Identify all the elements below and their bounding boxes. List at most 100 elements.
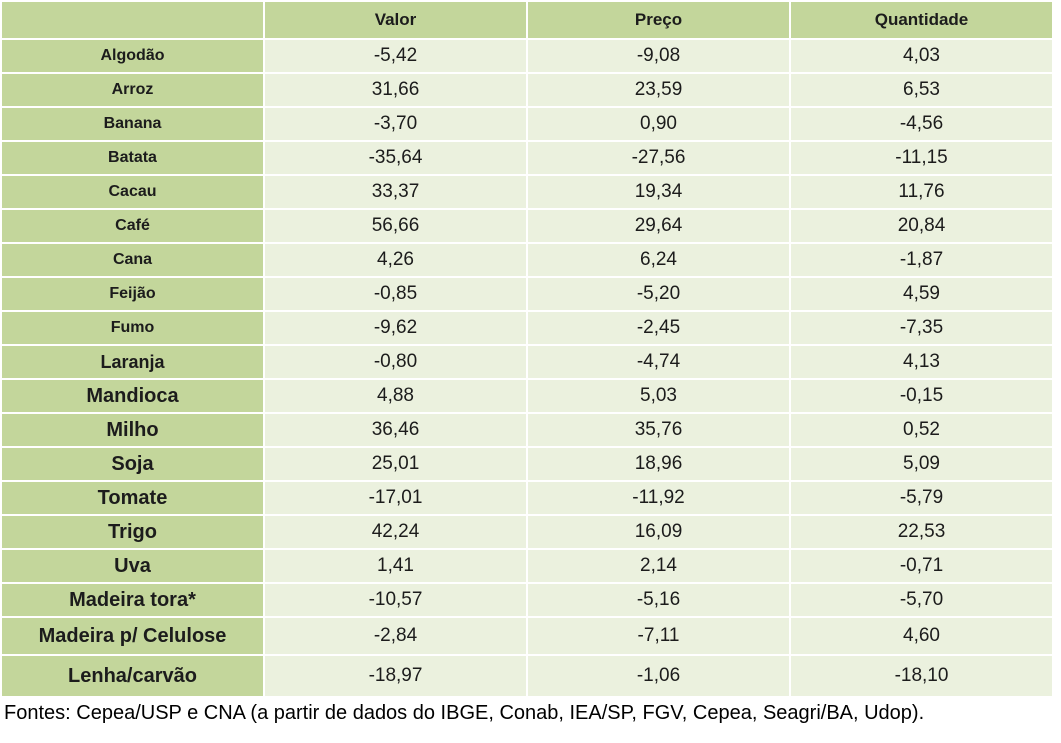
row-label: Batata	[2, 142, 263, 174]
cell-preco: 23,59	[528, 74, 789, 106]
cell-valor: -5,42	[265, 40, 526, 72]
cell-preco: -27,56	[528, 142, 789, 174]
table-row: Banana -3,70 0,90 -4,56	[2, 108, 1052, 140]
table-header: Valor Preço Quantidade	[2, 2, 1052, 38]
table-row: Café 56,66 29,64 20,84	[2, 210, 1052, 242]
cell-preco: 29,64	[528, 210, 789, 242]
cell-preco: -7,11	[528, 618, 789, 654]
cell-preco: 19,34	[528, 176, 789, 208]
table-row: Mandioca 4,88 5,03 -0,15	[2, 380, 1052, 412]
row-label: Trigo	[2, 516, 263, 548]
cell-quantidade: -5,70	[791, 584, 1052, 616]
row-label: Algodão	[2, 40, 263, 72]
cell-quantidade: -1,87	[791, 244, 1052, 276]
cell-quantidade: 5,09	[791, 448, 1052, 480]
row-label: Café	[2, 210, 263, 242]
row-label: Arroz	[2, 74, 263, 106]
header-row: Valor Preço Quantidade	[2, 2, 1052, 38]
cell-valor: 4,88	[265, 380, 526, 412]
table-row: Fumo -9,62 -2,45 -7,35	[2, 312, 1052, 344]
cell-preco: 2,14	[528, 550, 789, 582]
table-row: Feijão -0,85 -5,20 4,59	[2, 278, 1052, 310]
cell-quantidade: -5,79	[791, 482, 1052, 514]
cell-preco: 18,96	[528, 448, 789, 480]
sources-caption: Fontes: Cepea/USP e CNA (a partir de dad…	[4, 702, 925, 724]
cell-valor: -2,84	[265, 618, 526, 654]
cell-preco: -11,92	[528, 482, 789, 514]
cell-preco: -2,45	[528, 312, 789, 344]
cell-valor: 36,46	[265, 414, 526, 446]
row-label: Soja	[2, 448, 263, 480]
row-label: Tomate	[2, 482, 263, 514]
cell-quantidade: 0,52	[791, 414, 1052, 446]
cell-preco: -4,74	[528, 346, 789, 378]
cell-valor: 42,24	[265, 516, 526, 548]
table-row: Cana 4,26 6,24 -1,87	[2, 244, 1052, 276]
cell-preco: 35,76	[528, 414, 789, 446]
table-row: Tomate -17,01 -11,92 -5,79	[2, 482, 1052, 514]
table-body: Algodão -5,42 -9,08 4,03 Arroz 31,66 23,59 6,53…	[2, 40, 1052, 696]
cell-preco: -1,06	[528, 656, 789, 696]
cell-valor: 31,66	[265, 74, 526, 106]
cell-preco: -5,16	[528, 584, 789, 616]
row-label: Banana	[2, 108, 263, 140]
cell-valor: 4,26	[265, 244, 526, 276]
cell-valor: -3,70	[265, 108, 526, 140]
cell-preco: -9,08	[528, 40, 789, 72]
cell-preco: 0,90	[528, 108, 789, 140]
row-label: Madeira tora*	[2, 584, 263, 616]
table-row: Arroz 31,66 23,59 6,53	[2, 74, 1052, 106]
cell-quantidade: 4,60	[791, 618, 1052, 654]
table-row: Soja 25,01 18,96 5,09	[2, 448, 1052, 480]
table-row: Trigo 42,24 16,09 22,53	[2, 516, 1052, 548]
table-row: Milho 36,46 35,76 0,52	[2, 414, 1052, 446]
cell-quantidade: 4,59	[791, 278, 1052, 310]
row-label: Milho	[2, 414, 263, 446]
cell-valor: -35,64	[265, 142, 526, 174]
cell-valor: -10,57	[265, 584, 526, 616]
cell-preco: -5,20	[528, 278, 789, 310]
table-row: Batata -35,64 -27,56 -11,15	[2, 142, 1052, 174]
cell-quantidade: 4,03	[791, 40, 1052, 72]
table-row: Madeira p/ Celulose -2,84 -7,11 4,60	[2, 618, 1052, 654]
table-row: Madeira tora* -10,57 -5,16 -5,70	[2, 584, 1052, 616]
cell-quantidade: -11,15	[791, 142, 1052, 174]
table-row: Cacau 33,37 19,34 11,76	[2, 176, 1052, 208]
row-label: Madeira p/ Celulose	[2, 618, 263, 654]
cell-quantidade: -0,71	[791, 550, 1052, 582]
row-label: Laranja	[2, 346, 263, 378]
cell-quantidade: 11,76	[791, 176, 1052, 208]
cell-valor: 56,66	[265, 210, 526, 242]
table-row: Lenha/carvão -18,97 -1,06 -18,10	[2, 656, 1052, 696]
cell-valor: 1,41	[265, 550, 526, 582]
cell-valor: 33,37	[265, 176, 526, 208]
cell-valor: 25,01	[265, 448, 526, 480]
cell-quantidade: -18,10	[791, 656, 1052, 696]
cell-quantidade: 20,84	[791, 210, 1052, 242]
commodity-variation-table: Valor Preço Quantidade Algodão -5,42 -9,08…	[2, 2, 1052, 696]
cell-quantidade: -4,56	[791, 108, 1052, 140]
cell-preco: 6,24	[528, 244, 789, 276]
cell-valor: -9,62	[265, 312, 526, 344]
cell-valor: -18,97	[265, 656, 526, 696]
row-label: Fumo	[2, 312, 263, 344]
row-label: Cacau	[2, 176, 263, 208]
cell-valor: -0,80	[265, 346, 526, 378]
cell-quantidade: 6,53	[791, 74, 1052, 106]
row-label: Mandioca	[2, 380, 263, 412]
row-label: Lenha/carvão	[2, 656, 263, 696]
header-cell-quantidade: Quantidade	[791, 2, 1052, 38]
cell-quantidade: -7,35	[791, 312, 1052, 344]
header-cell-empty	[2, 2, 263, 38]
cell-quantidade: -0,15	[791, 380, 1052, 412]
cell-preco: 16,09	[528, 516, 789, 548]
row-label: Cana	[2, 244, 263, 276]
header-cell-preco: Preço	[528, 2, 789, 38]
cell-valor: -0,85	[265, 278, 526, 310]
table-row: Uva 1,41 2,14 -0,71	[2, 550, 1052, 582]
table-row: Algodão -5,42 -9,08 4,03	[2, 40, 1052, 72]
cell-quantidade: 4,13	[791, 346, 1052, 378]
cell-preco: 5,03	[528, 380, 789, 412]
table-row: Laranja -0,80 -4,74 4,13	[2, 346, 1052, 378]
